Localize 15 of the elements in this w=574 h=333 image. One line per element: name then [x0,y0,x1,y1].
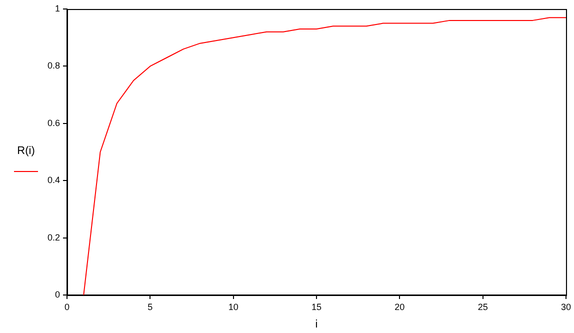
y-tick-label: 0.8 [47,60,60,71]
x-tick-label: 25 [478,302,488,312]
x-tick-label: 5 [148,302,153,312]
y-tick-label: 0.4 [47,175,60,186]
y-tick-label: 0.6 [47,118,60,128]
y-axis-title: R(i) [17,145,35,157]
x-tick-label: 20 [394,302,405,312]
x-tick-label: 30 [560,302,571,312]
x-tick-label: 15 [311,302,322,312]
x-tick-label: 10 [228,302,238,312]
y-tick-label: 0 [54,289,60,300]
y-tick-label: 0.2 [47,232,60,242]
y-tick-label: 1 [54,3,60,14]
x-tick-label: 0 [64,302,70,312]
x-axis-title: i [315,318,318,330]
